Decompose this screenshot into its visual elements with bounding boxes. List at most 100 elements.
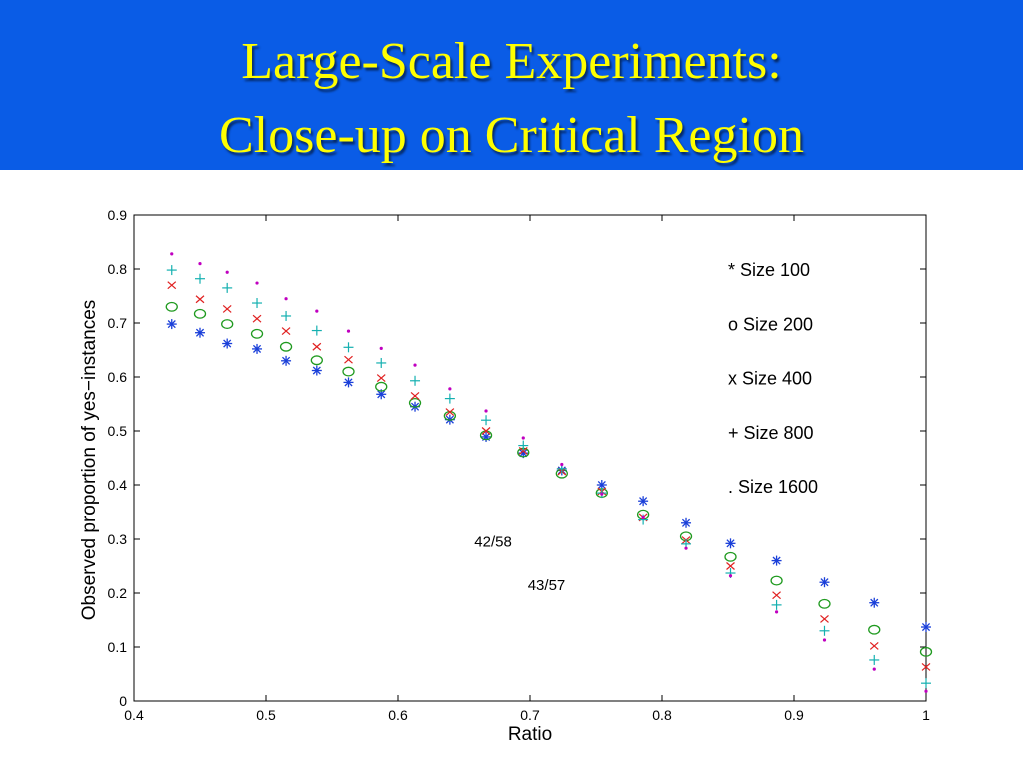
data-point xyxy=(198,262,202,266)
x-tick-label: 0.9 xyxy=(784,707,804,723)
data-point xyxy=(921,663,931,671)
data-point xyxy=(195,295,205,304)
data-point xyxy=(819,625,830,636)
y-tick-label: 0.4 xyxy=(108,477,128,493)
data-point xyxy=(413,363,417,367)
data-point xyxy=(818,598,831,609)
data-point xyxy=(165,301,178,312)
data-point xyxy=(312,342,322,351)
data-point xyxy=(924,689,928,693)
data-point xyxy=(250,328,264,339)
data-point xyxy=(225,270,229,274)
x-tick-label: 0.8 xyxy=(652,707,672,723)
x-axis-label: Ratio xyxy=(508,724,552,745)
data-point xyxy=(222,305,232,313)
data-point xyxy=(869,654,880,665)
y-tick-label: 0.1 xyxy=(108,639,128,655)
data-point xyxy=(484,409,488,413)
data-point xyxy=(410,391,420,400)
x-tick-label: 0.7 xyxy=(520,707,540,723)
y-tick-label: 0.5 xyxy=(108,423,128,439)
annotation-label: 43/57 xyxy=(528,577,566,594)
data-point xyxy=(311,365,322,376)
data-point xyxy=(222,338,233,349)
legend-entry: + Size 800 xyxy=(728,423,814,443)
slide-title-line-2: Close-up on Critical Region xyxy=(219,107,804,164)
data-point xyxy=(770,575,783,586)
data-point xyxy=(346,329,351,333)
data-point xyxy=(170,252,174,256)
data-point xyxy=(600,492,604,496)
data-point xyxy=(919,646,933,657)
data-point xyxy=(410,375,421,386)
data-point xyxy=(819,577,830,588)
data-point xyxy=(315,309,319,313)
data-point xyxy=(869,641,879,650)
data-point xyxy=(375,381,388,392)
data-point xyxy=(252,314,262,323)
data-point xyxy=(166,265,177,276)
data-point xyxy=(771,599,782,610)
y-tick-label: 0.9 xyxy=(108,207,128,223)
data-point xyxy=(872,667,876,671)
data-point xyxy=(195,327,205,338)
data-point xyxy=(342,366,355,377)
data-markers xyxy=(165,252,933,693)
data-point xyxy=(772,591,781,600)
data-point xyxy=(774,610,779,614)
data-point xyxy=(193,308,207,319)
data-point xyxy=(868,624,881,635)
data-point xyxy=(560,462,564,467)
data-point xyxy=(681,517,692,528)
legend-entry: x Size 400 xyxy=(728,369,812,389)
data-point xyxy=(725,538,736,549)
data-point xyxy=(445,408,455,417)
data-point xyxy=(448,387,452,391)
legend-entry: o Size 200 xyxy=(728,314,813,334)
data-point xyxy=(221,319,234,330)
data-point xyxy=(376,374,386,383)
data-point xyxy=(638,496,649,507)
data-point xyxy=(724,551,737,562)
data-point xyxy=(518,440,529,451)
y-tick-label: 0.8 xyxy=(108,261,128,277)
title-banner: Large-Scale Experiments: Close-up on Cri… xyxy=(0,0,1023,170)
data-point xyxy=(684,546,688,550)
y-tick-label: 0.6 xyxy=(108,369,128,385)
data-point xyxy=(252,298,263,309)
axis-ticks: 0.4 0.5 0.6 0.7 0.8 0.9 1 0 0.1 0.2 0.3 0.4 0.5 0.6 0.… xyxy=(108,207,931,723)
data-point xyxy=(921,622,931,633)
data-point xyxy=(408,397,422,408)
data-point xyxy=(167,281,177,290)
data-point xyxy=(222,282,233,293)
legend: * Size 100 o Size 200 x Size 400 + Size 800… xyxy=(728,260,818,497)
y-tick-label: 0.3 xyxy=(108,531,128,547)
data-point xyxy=(444,393,455,404)
data-point xyxy=(820,614,829,623)
x-tick-label: 0.5 xyxy=(256,707,276,723)
data-point xyxy=(376,357,387,368)
series-dot xyxy=(170,252,928,693)
data-point xyxy=(481,415,492,426)
x-tick-label: 1 xyxy=(922,707,930,723)
x-tick-label: 0.4 xyxy=(124,707,144,723)
data-point xyxy=(255,281,259,285)
data-point xyxy=(310,355,323,366)
x-tick-label: 0.6 xyxy=(388,707,408,723)
y-axis-label: Observed proportion of yes−instances xyxy=(79,300,100,621)
annotation-label: 42/58 xyxy=(474,534,512,551)
data-point xyxy=(728,574,733,578)
data-point xyxy=(869,597,880,608)
data-point xyxy=(771,555,782,566)
slide-title-line-1: Large-Scale Experiments: xyxy=(241,33,782,90)
data-point xyxy=(481,427,491,435)
data-point xyxy=(281,310,292,321)
data-point xyxy=(379,346,383,350)
data-point xyxy=(252,343,263,354)
data-point xyxy=(284,297,288,301)
data-point xyxy=(822,638,827,642)
data-point xyxy=(921,678,931,689)
data-point xyxy=(726,562,735,570)
